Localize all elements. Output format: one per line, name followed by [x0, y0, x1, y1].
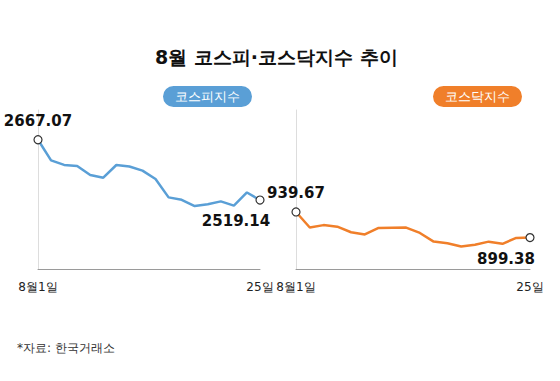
svg-text:8월1일: 8월1일: [18, 280, 57, 294]
svg-text:코스닥지수: 코스닥지수: [445, 89, 510, 104]
svg-text:8월 코스피·코스닥지수 추이: 8월 코스피·코스닥지수 추이: [155, 46, 398, 68]
svg-text:코스피지수: 코스피지수: [175, 89, 240, 104]
svg-text:8월1일: 8월1일: [276, 280, 315, 294]
svg-text:*자료: 한국거래소: *자료: 한국거래소: [17, 341, 115, 355]
svg-text:25일: 25일: [516, 280, 543, 294]
svg-text:25일: 25일: [246, 280, 273, 294]
svg-text:2667.07: 2667.07: [4, 112, 72, 130]
svg-text:899.38: 899.38: [477, 250, 535, 268]
svg-text:2519.14: 2519.14: [202, 212, 270, 230]
svg-text:939.67: 939.67: [267, 184, 325, 202]
